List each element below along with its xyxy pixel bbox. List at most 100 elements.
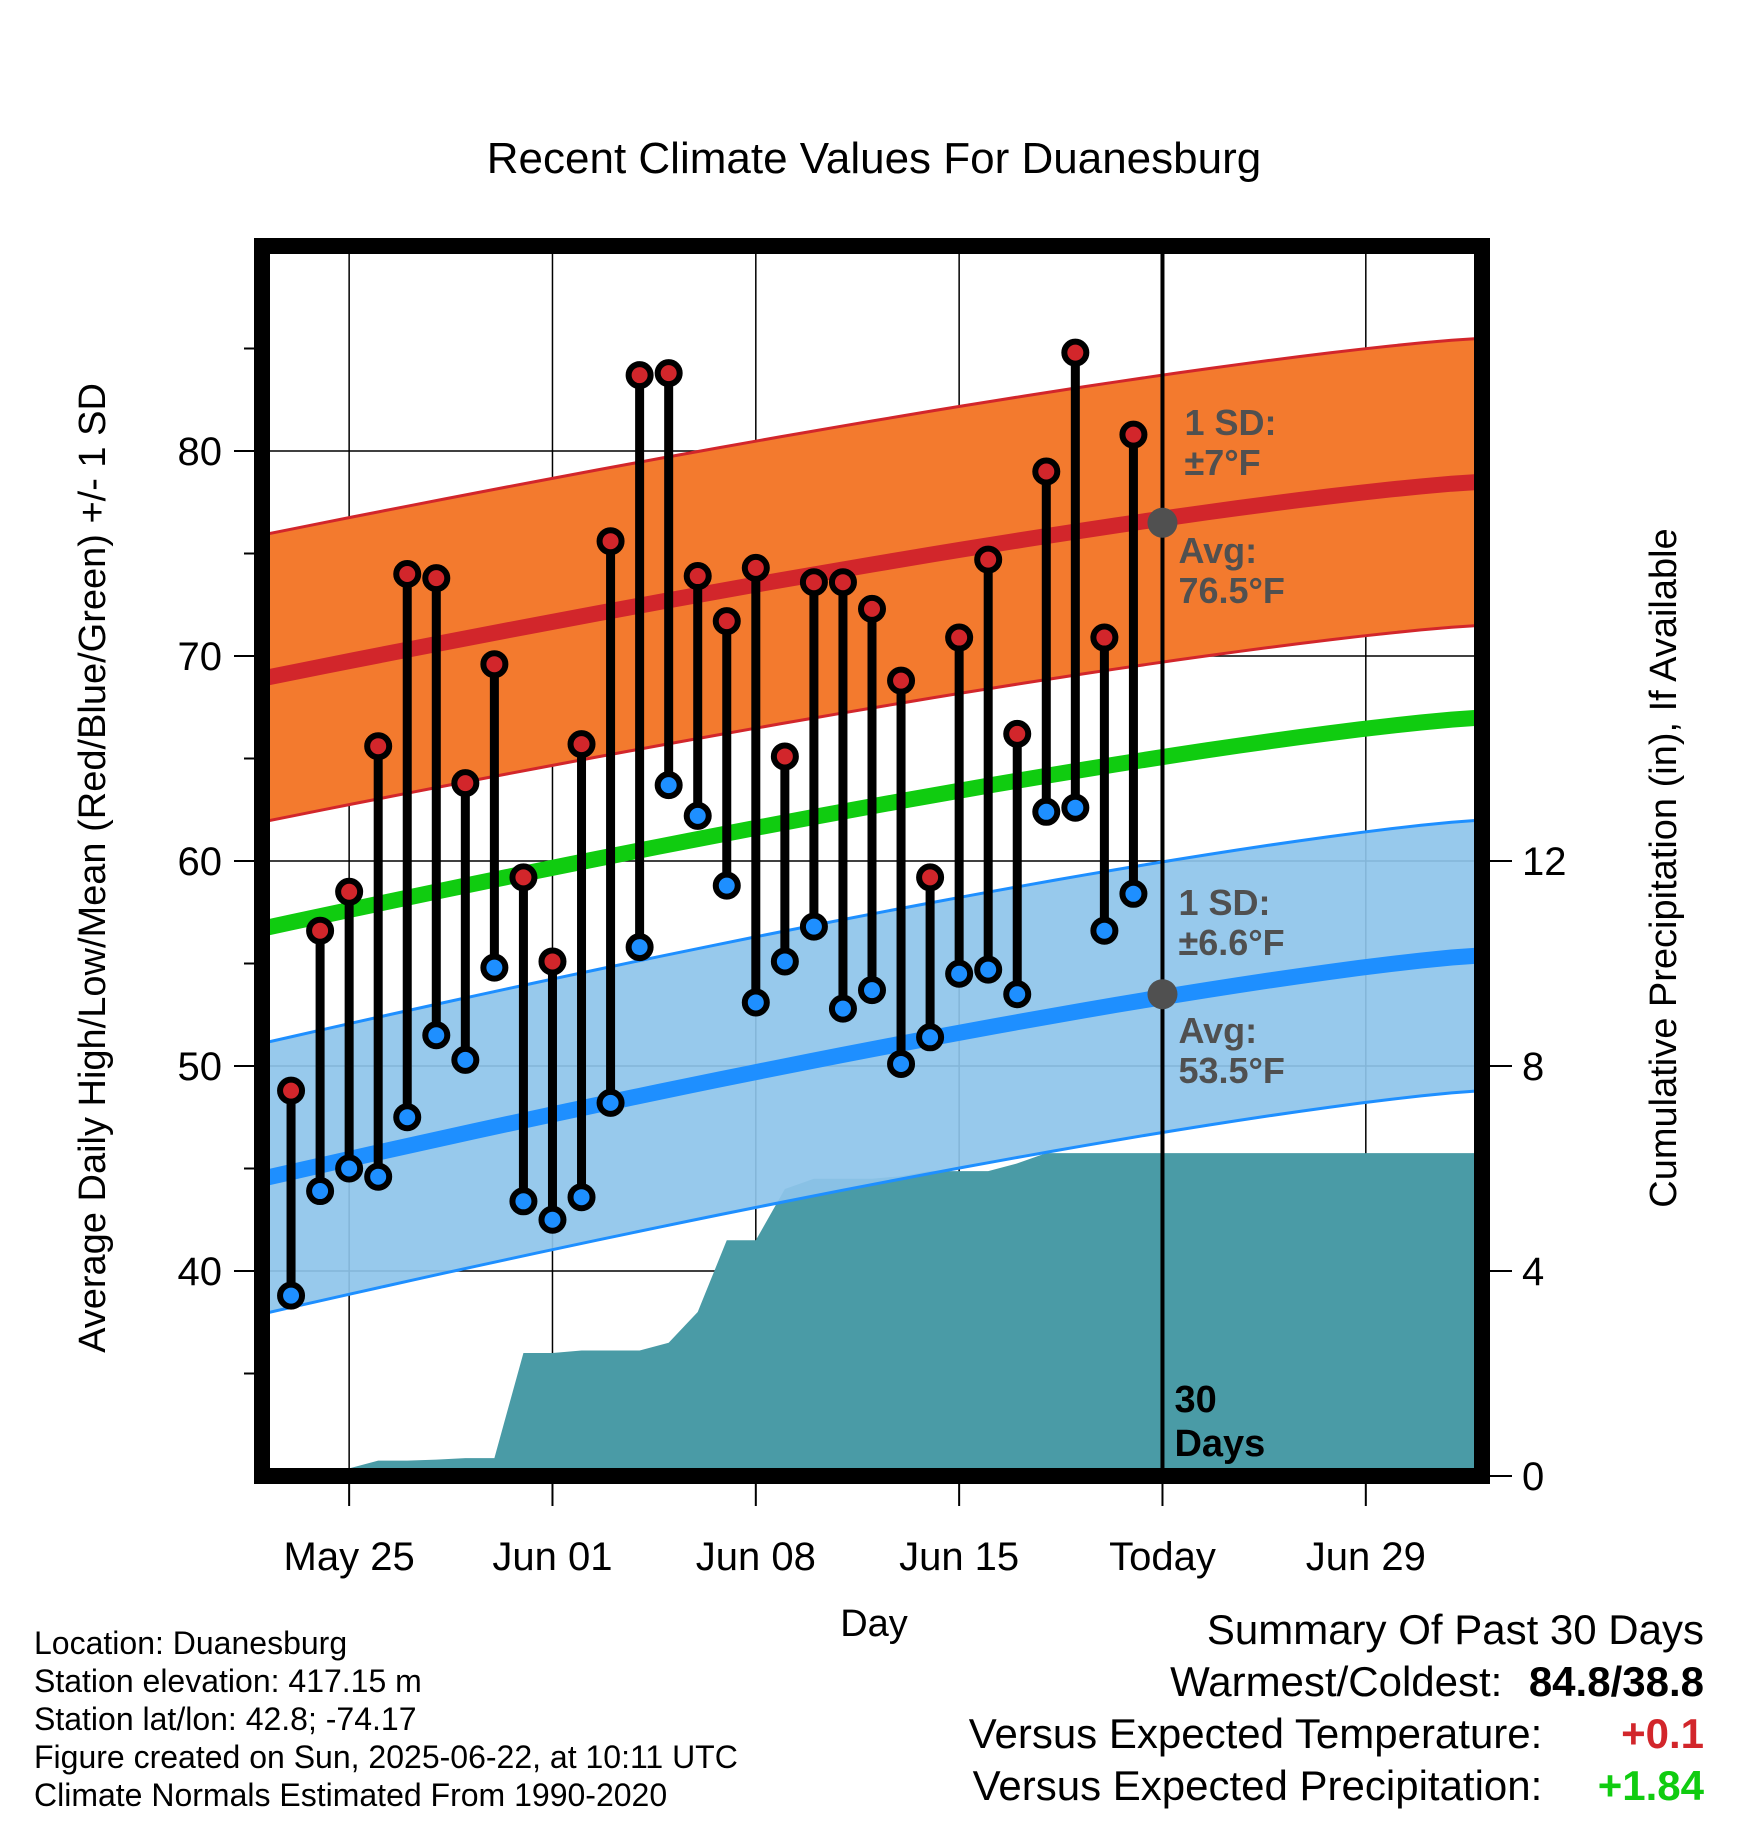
- daily-low-point: [654, 771, 683, 800]
- low-sd-lower-line: [262, 1089, 1482, 1316]
- x-axis-label: Day: [840, 1603, 908, 1645]
- summary-title: Summary Of Past 30 Days: [1206, 1606, 1704, 1653]
- daily-high-point: [1032, 457, 1061, 486]
- daily-high-point: [887, 666, 916, 695]
- warm-cold-label: Warmest/Coldest:: [1170, 1658, 1503, 1705]
- temp-value: +0.1: [1621, 1710, 1704, 1757]
- daily-low-point: [1061, 793, 1090, 822]
- daily-high-point: [654, 359, 683, 388]
- temp-row: Versus Expected Temperature: +0.1: [969, 1708, 1704, 1760]
- daily-high-point: [770, 742, 799, 771]
- daily-high-point: [828, 568, 857, 597]
- y-axis-label: Average Daily High/Low/Mean (Red/Blue/Gr…: [72, 383, 114, 1353]
- daily-low-point: [799, 912, 828, 941]
- y-tick-label: 40: [178, 1250, 223, 1294]
- daily-high-point: [1003, 719, 1032, 748]
- daily-low-point: [422, 1021, 451, 1050]
- x-tick-label: Jun 08: [696, 1535, 816, 1579]
- daily-low-point: [887, 1049, 916, 1078]
- low-sd-annotation: 1 SD: ±6.6°F: [1178, 882, 1284, 963]
- daily-high-point: [712, 607, 741, 636]
- daily-low-point: [538, 1205, 567, 1234]
- daily-high-point: [306, 916, 335, 945]
- x-tick-label: Today: [1109, 1535, 1216, 1579]
- daily-low-point: [364, 1162, 393, 1191]
- daily-high-point: [509, 863, 538, 892]
- daily-low-point: [509, 1187, 538, 1216]
- high-sd-upper-line: [262, 336, 1482, 537]
- x-tick-label: Jun 01: [492, 1535, 612, 1579]
- y2-tick-label: 8: [1522, 1045, 1544, 1089]
- high-avg-annotation: Avg: 76.5°F: [1178, 530, 1284, 611]
- daily-low-point: [1003, 980, 1032, 1009]
- latlon-text: Station lat/lon: 42.8; -74.17: [34, 1701, 417, 1737]
- low-avg-annotation: Avg: 53.5°F: [1178, 1010, 1284, 1091]
- precip-label: Versus Expected Precipitation:: [972, 1762, 1543, 1809]
- daily-low-point: [1032, 797, 1061, 826]
- daily-low-point: [712, 871, 741, 900]
- daily-high-point: [538, 947, 567, 976]
- chart-title: Recent Climate Values For Duanesburg: [487, 134, 1261, 183]
- y2-tick-label: 12: [1522, 840, 1567, 884]
- station-info: Location: Duanesburg Station elevation: …: [34, 1624, 738, 1814]
- daily-high-point: [683, 562, 712, 591]
- daily-low-point: [567, 1183, 596, 1212]
- y-tick-label: 70: [178, 635, 223, 679]
- high-sd-annotation: 1 SD: ±7°F: [1184, 402, 1276, 483]
- daily-high-point: [393, 560, 422, 588]
- daily-low-point: [480, 953, 509, 982]
- daily-low-point: [1119, 879, 1148, 908]
- daily-low-point: [596, 1088, 625, 1117]
- y2-axis-label: Cumulative Precipitation (in), If Availa…: [1643, 528, 1685, 1207]
- today-avg-high-marker: [1147, 507, 1178, 538]
- daily-high-point: [596, 527, 625, 556]
- daily-high-point: [974, 545, 1003, 574]
- low-sd-band: [262, 820, 1482, 1315]
- daily-low-point: [916, 1023, 945, 1052]
- daily-high-point: [364, 732, 393, 761]
- daily-high-point: [422, 564, 451, 593]
- precip-value: +1.84: [1597, 1762, 1704, 1809]
- daily-high-point: [741, 553, 770, 582]
- y-tick-label: 60: [178, 840, 223, 884]
- daily-low-point: [393, 1103, 422, 1132]
- avg-low-line: [262, 947, 1482, 1187]
- summary-panel: Summary Of Past 30 Days Warmest/Coldest:…: [969, 1604, 1704, 1812]
- x-tick-label: Jun 15: [899, 1535, 1019, 1579]
- daily-low-point: [828, 994, 857, 1023]
- daily-high-point: [858, 594, 886, 623]
- daily-low-point: [335, 1154, 364, 1183]
- daily-low-point: [741, 988, 770, 1017]
- warm-cold-value: 84.8/38.8: [1528, 1658, 1704, 1705]
- warm-cold-row: Warmest/Coldest: 84.8/38.8: [969, 1656, 1704, 1708]
- plot-area: 1 SD: ±7°F Avg: 76.5°F 1 SD: ±6.6°F Avg: 53.5°F…: [178, 238, 1567, 1579]
- daily-high-point: [945, 623, 974, 652]
- daily-low-point: [451, 1045, 480, 1074]
- location-text: Location: Duanesburg: [34, 1625, 348, 1661]
- daily-high-point: [335, 877, 364, 906]
- y-tick-label: 50: [178, 1045, 223, 1089]
- created-text: Figure created on Sun, 2025-06-22, at 10…: [34, 1739, 738, 1775]
- high-sd-band: [262, 338, 1482, 823]
- daily-high-point: [1119, 420, 1148, 449]
- elevation-text: Station elevation: 417.15 m: [34, 1663, 422, 1699]
- daily-high-point: [1090, 623, 1119, 652]
- daily-low-point: [1090, 916, 1119, 945]
- daily-low-point: [306, 1177, 335, 1206]
- precipitation-area: [262, 1153, 1482, 1476]
- daily-low-point: [625, 933, 654, 962]
- precip-row: Versus Expected Precipitation: +1.84: [969, 1760, 1704, 1812]
- daily-high-point: [277, 1076, 306, 1105]
- y2-tick-label: 0: [1522, 1455, 1544, 1499]
- plot-frame: [254, 238, 1490, 1484]
- daily-high-point: [1061, 338, 1090, 367]
- avg-high-line: [262, 473, 1482, 687]
- daily-low-point: [858, 976, 886, 1005]
- daily-high-point: [625, 361, 654, 390]
- daily-high-point: [480, 650, 509, 679]
- y2-tick-label: 4: [1522, 1250, 1544, 1294]
- window-label: 30 Days: [1174, 1379, 1265, 1465]
- daily-high-point: [567, 730, 596, 759]
- temp-label: Versus Expected Temperature:: [968, 1710, 1543, 1757]
